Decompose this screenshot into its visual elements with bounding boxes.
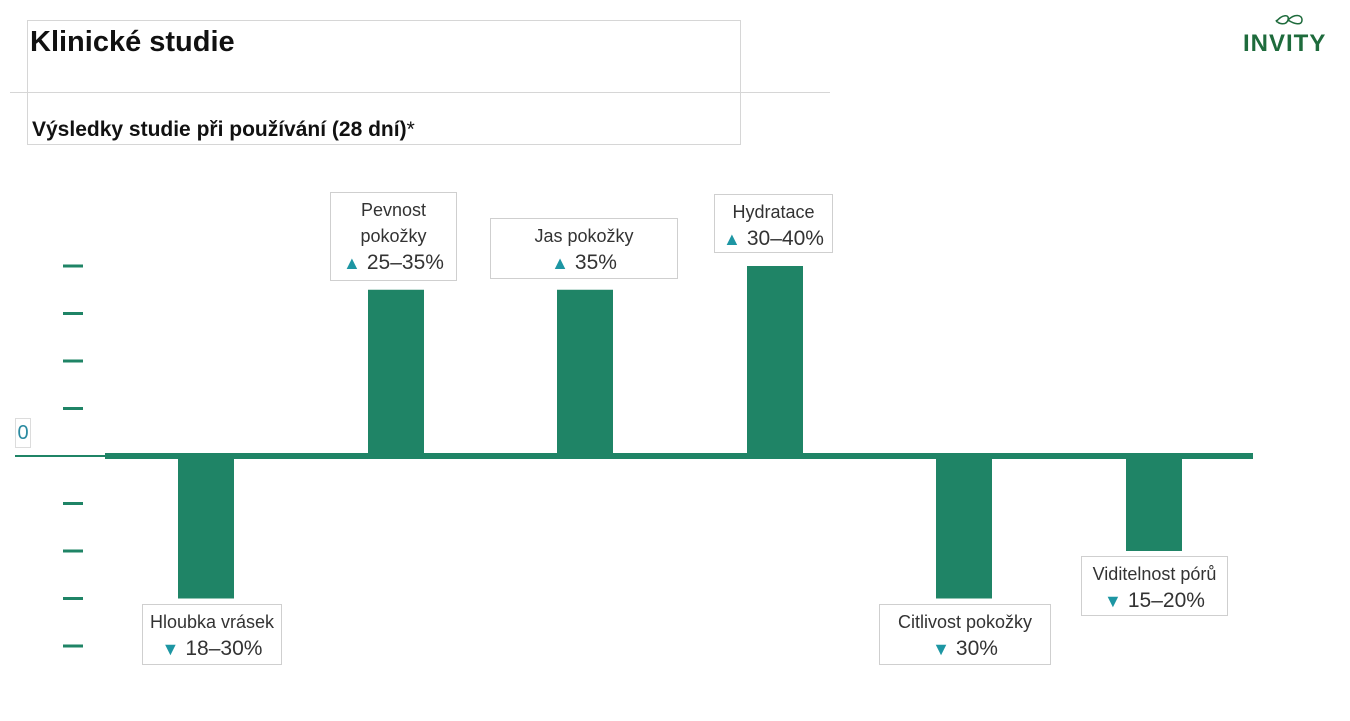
subtitle-asterisk: * bbox=[406, 118, 415, 141]
value-text: 15–20% bbox=[1127, 589, 1205, 612]
brand-logo-text: INVITY bbox=[1243, 30, 1327, 57]
value-text: 18–30% bbox=[185, 637, 263, 660]
value-text: 30–40% bbox=[746, 227, 824, 250]
value-text: 35% bbox=[574, 251, 617, 274]
category-label: Hloubka vrásek bbox=[149, 612, 275, 632]
value-label: ▼ 15–20% bbox=[1082, 587, 1227, 615]
triangle-up-icon: ▲ bbox=[551, 253, 569, 273]
bar-callout: Pevnost pokožky ▲ 25–35% bbox=[330, 192, 457, 281]
value-text: 30% bbox=[955, 637, 998, 660]
subtitle-text: Výsledky studie při používání (28 dní) bbox=[32, 118, 407, 141]
bar-callout: Viditelnost pórů ▼ 15–20% bbox=[1081, 556, 1228, 616]
value-label: ▼ 18–30% bbox=[143, 635, 281, 663]
value-text: 25–35% bbox=[366, 251, 444, 274]
bar-callout: Hloubka vrásek ▼ 18–30% bbox=[142, 604, 282, 665]
value-label: ▲ 25–35% bbox=[331, 249, 456, 277]
triangle-down-icon: ▼ bbox=[932, 639, 950, 659]
category-label: Jas pokožky bbox=[534, 226, 634, 246]
bar-callout: Citlivost pokožky ▼ 30% bbox=[879, 604, 1051, 665]
bar bbox=[936, 456, 992, 599]
value-label: ▲ 35% bbox=[491, 249, 677, 277]
triangle-down-icon: ▼ bbox=[1104, 591, 1122, 611]
bar bbox=[368, 289, 424, 456]
title-divider bbox=[10, 92, 830, 93]
bar-callout: Jas pokožky ▲ 35% bbox=[490, 218, 678, 279]
page-title: Klinické studie bbox=[30, 26, 235, 58]
bar-callout: Hydratace ▲ 30–40% bbox=[714, 194, 833, 253]
category-label: Hydratace bbox=[732, 202, 815, 222]
category-label: Citlivost pokožky bbox=[897, 612, 1033, 632]
triangle-down-icon: ▼ bbox=[161, 639, 180, 659]
page-subtitle: Výsledky studie při používání (28 dní)* bbox=[32, 118, 415, 142]
value-label: ▲ 30–40% bbox=[715, 225, 832, 253]
value-label: ▼ 30% bbox=[880, 635, 1050, 663]
zero-baseline bbox=[105, 453, 1253, 459]
category-label: Pevnost pokožky bbox=[360, 200, 427, 246]
infinity-logo-icon bbox=[1275, 14, 1303, 25]
bar bbox=[557, 289, 613, 456]
bar bbox=[747, 266, 803, 456]
triangle-up-icon: ▲ bbox=[343, 253, 361, 273]
y-axis-zero-label: 0 bbox=[15, 418, 31, 448]
category-label: Viditelnost pórů bbox=[1092, 564, 1217, 584]
title-box bbox=[27, 20, 741, 145]
triangle-up-icon: ▲ bbox=[723, 229, 741, 249]
bar bbox=[1126, 456, 1182, 551]
bar bbox=[178, 456, 234, 599]
